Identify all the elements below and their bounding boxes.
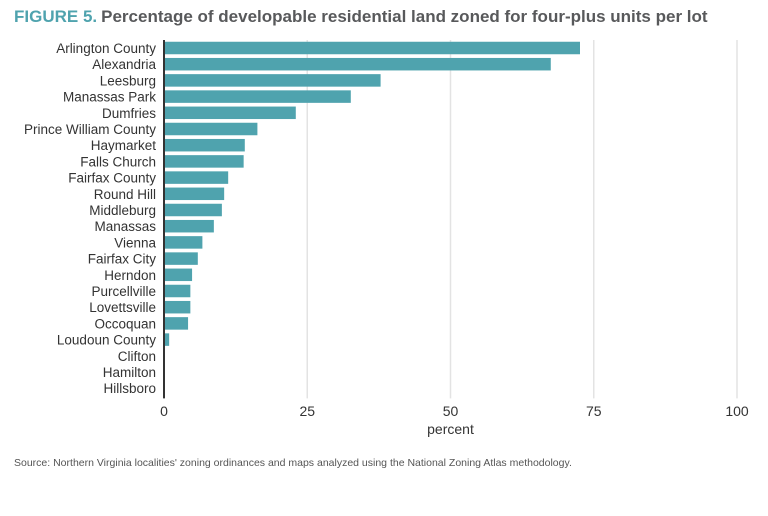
bar (164, 155, 244, 168)
bar (164, 236, 203, 249)
bar (164, 317, 189, 330)
category-label: Arlington County (56, 41, 156, 56)
category-label: Alexandria (92, 57, 156, 72)
category-label: Lovettsville (89, 300, 156, 315)
bar (164, 74, 381, 87)
bar (164, 138, 245, 152)
bar (164, 284, 191, 298)
category-label: Clifton (118, 349, 156, 364)
category-label: Prince William County (24, 122, 156, 137)
category-label: Manassas Park (63, 90, 156, 105)
figure-title: FIGURE 5. Percentage of developable resid… (14, 7, 708, 27)
bar (164, 203, 222, 217)
category-label: Manassas (94, 219, 156, 234)
x-tick-label: 25 (299, 403, 315, 419)
bar (164, 57, 551, 71)
category-label: Herndon (104, 268, 156, 283)
bar (164, 106, 296, 120)
bar (164, 171, 229, 184)
figure-label: FIGURE 5. (14, 7, 98, 26)
x-tick-label: 0 (160, 403, 168, 419)
category-label: Fairfax City (88, 252, 157, 267)
bar (164, 300, 191, 314)
bar (164, 219, 214, 233)
bar (164, 122, 258, 136)
category-label: Round Hill (94, 187, 156, 202)
bar (164, 268, 193, 282)
category-label: Loudoun County (57, 333, 156, 348)
x-axis-label: percent (427, 421, 474, 437)
category-label: Occoquan (94, 316, 156, 331)
category-label: Hamilton (103, 365, 156, 380)
category-label: Haymarket (91, 138, 157, 153)
bar (164, 252, 198, 265)
category-label: Leesburg (100, 73, 156, 88)
x-tick-label: 100 (725, 403, 749, 419)
category-label: Middleburg (89, 203, 156, 218)
x-tick-label: 75 (586, 403, 602, 419)
x-tick-label: 50 (443, 403, 459, 419)
bar (164, 187, 225, 201)
bar (164, 90, 351, 103)
category-label: Dumfries (102, 106, 156, 121)
category-label: Vienna (114, 235, 156, 250)
bar (164, 41, 580, 55)
category-label: Falls Church (80, 154, 156, 169)
category-label: Purcellville (91, 284, 156, 299)
bar (164, 333, 170, 346)
bar-chart: 0 25 50 75 100 Arlington CountyAlexandriaLees… (24, 40, 749, 437)
category-label: Fairfax County (68, 171, 156, 186)
category-label: Hillsboro (103, 381, 156, 396)
source-note: Source: Northern Virginia localities' zo… (14, 457, 572, 469)
title-text: Percentage of developable residential la… (101, 7, 708, 26)
